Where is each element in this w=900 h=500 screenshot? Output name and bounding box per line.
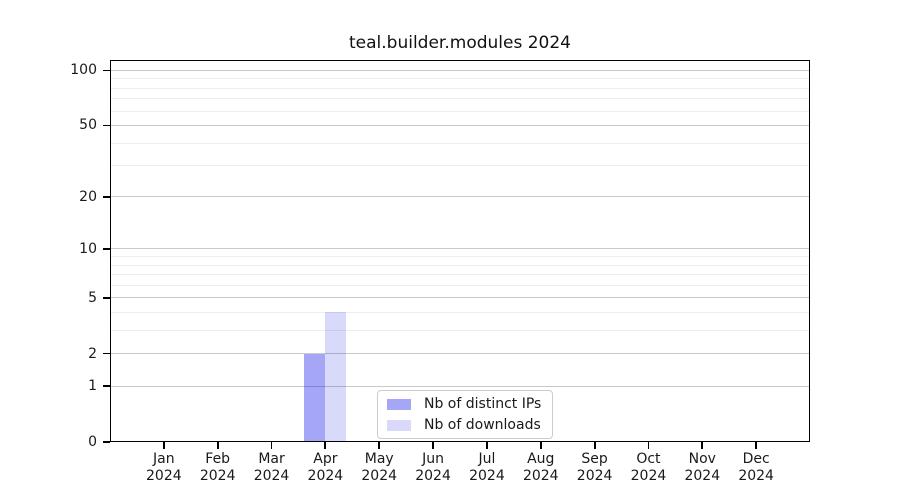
x-tick-year: 2024 — [684, 468, 721, 484]
x-tick-mark — [701, 442, 704, 449]
legend: Nb of distinct IPs Nb of downloads — [377, 390, 554, 439]
x-tick-month: Jul — [478, 451, 496, 467]
x-tick-month: Jan — [153, 451, 175, 467]
y-axis-tick-label: 5 — [88, 289, 97, 306]
x-tick-year: 2024 — [307, 468, 344, 484]
x-axis-tick-label: Mar 2024 — [230, 451, 314, 485]
x-tick-month: Jun — [422, 451, 444, 467]
plot-area — [110, 60, 810, 442]
y-major-gridline — [110, 248, 810, 250]
x-tick-month: Feb — [205, 451, 231, 467]
legend-swatch-distinct-ips — [387, 398, 411, 410]
x-tick-mark — [324, 442, 327, 449]
y-tick-mark — [103, 69, 110, 72]
x-tick-mark — [216, 442, 219, 449]
legend-label-distinct-ips: Nb of distinct IPs — [424, 396, 542, 412]
x-tick-year: 2024 — [576, 468, 613, 484]
x-axis-tick-label: Nov 2024 — [660, 451, 744, 485]
y-minor-gridline — [110, 284, 810, 286]
x-tick-year: 2024 — [738, 468, 774, 484]
x-tick-month: Apr — [313, 451, 338, 467]
y-axis-tick-label: 1 — [88, 378, 97, 395]
x-tick-mark — [755, 442, 758, 449]
x-axis-tick-label: Jan 2024 — [122, 451, 206, 485]
bar-downloads — [325, 312, 347, 442]
y-minor-gridline — [110, 264, 810, 266]
y-axis-tick-label: 100 — [70, 62, 97, 79]
x-tick-month: Mar — [258, 451, 285, 467]
x-tick-mark — [486, 442, 488, 449]
y-tick-mark — [103, 352, 110, 355]
x-tick-year: 2024 — [253, 468, 290, 484]
y-tick-mark — [103, 296, 110, 299]
bar-distinct-ips — [304, 353, 326, 442]
y-major-gridline — [110, 297, 810, 299]
x-tick-mark — [432, 442, 434, 449]
x-tick-year: 2024 — [199, 468, 236, 484]
y-major-gridline — [110, 124, 810, 126]
x-tick-year: 2024 — [522, 468, 559, 484]
x-tick-year: 2024 — [630, 468, 667, 484]
y-axis-tick-label: 0 — [88, 434, 97, 450]
x-tick-year: 2024 — [415, 468, 451, 484]
legend-item-distinct-ips: Nb of distinct IPs — [387, 396, 541, 412]
x-axis-tick-label: Jul 2024 — [445, 451, 529, 485]
y-axis-tick-label: 10 — [79, 240, 97, 257]
x-tick-mark — [378, 442, 381, 449]
y-tick-mark — [103, 124, 110, 127]
y-minor-gridline — [110, 87, 810, 89]
y-minor-gridline — [110, 256, 810, 258]
x-tick-mark — [539, 442, 542, 449]
x-tick-mark — [593, 442, 596, 449]
x-axis-tick-label: Jun 2024 — [391, 451, 475, 485]
x-tick-year: 2024 — [361, 468, 398, 484]
x-tick-month: Oct — [636, 451, 661, 467]
y-major-gridline — [110, 196, 810, 198]
x-tick-month: Sep — [581, 451, 608, 467]
y-minor-gridline — [110, 98, 810, 100]
x-tick-mark — [270, 442, 273, 449]
legend-swatch-downloads — [387, 419, 411, 431]
y-minor-gridline — [110, 165, 810, 167]
x-tick-month: Nov — [688, 451, 716, 467]
y-tick-mark — [103, 248, 110, 250]
y-major-gridline — [110, 69, 810, 71]
x-tick-year: 2024 — [146, 468, 182, 484]
x-tick-mark — [647, 442, 650, 449]
y-minor-gridline — [110, 110, 810, 112]
legend-label-downloads: Nb of downloads — [424, 417, 541, 433]
y-minor-gridline — [110, 142, 810, 144]
y-tick-mark — [103, 385, 110, 388]
y-minor-gridline — [110, 274, 810, 276]
x-axis-tick-label: Dec 2024 — [714, 451, 798, 485]
x-tick-month: Dec — [742, 451, 770, 467]
y-axis-tick-label: 20 — [79, 188, 97, 205]
x-tick-month: May — [364, 451, 394, 467]
y-major-gridline — [110, 385, 810, 387]
y-axis-tick-label: 50 — [79, 117, 97, 134]
y-minor-gridline — [110, 329, 810, 331]
x-axis-tick-label: Aug 2024 — [499, 451, 583, 485]
x-tick-month: Aug — [527, 451, 555, 467]
chart-title: teal.builder.modules 2024 — [349, 33, 571, 53]
x-tick-mark — [162, 442, 165, 449]
x-axis-tick-label: Apr 2024 — [283, 451, 367, 485]
x-axis-tick-label: Oct 2024 — [606, 451, 690, 485]
legend-item-downloads: Nb of downloads — [387, 417, 541, 433]
y-major-gridline — [110, 353, 810, 355]
x-axis-tick-label: Feb 2024 — [176, 451, 260, 485]
y-minor-gridline — [110, 78, 810, 80]
x-axis-tick-label: Sep 2024 — [553, 451, 637, 485]
x-axis-tick-label: May 2024 — [337, 451, 421, 485]
y-tick-mark — [103, 441, 110, 443]
y-tick-mark — [103, 195, 110, 198]
x-tick-year: 2024 — [469, 468, 505, 484]
y-minor-gridline — [110, 311, 810, 313]
y-axis-tick-label: 2 — [88, 345, 97, 362]
